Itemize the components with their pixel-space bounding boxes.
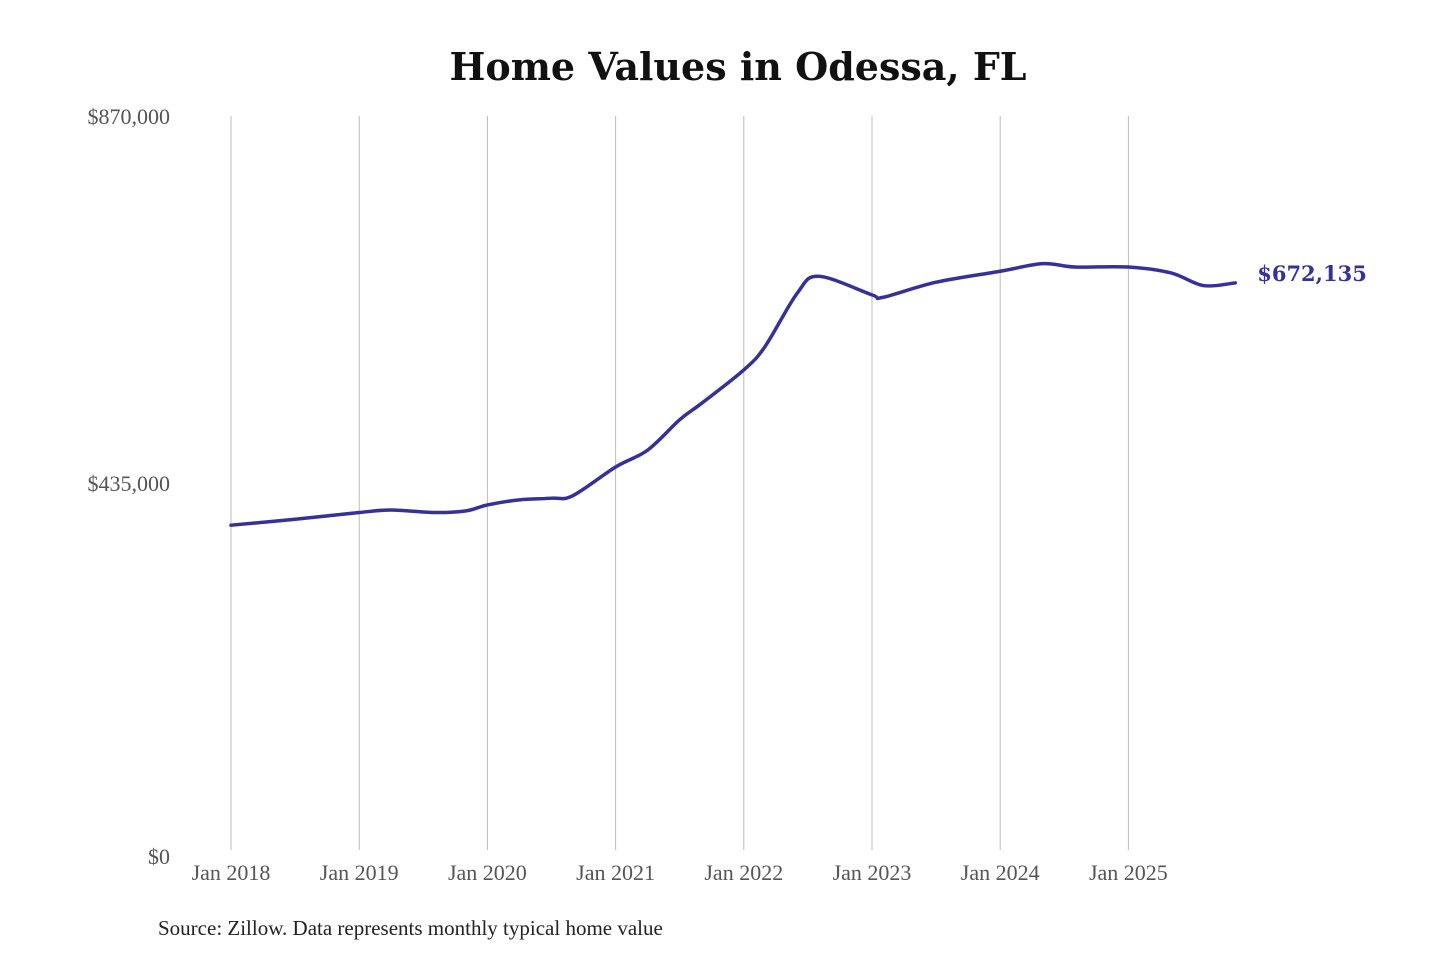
x-tick-label: Jan 2022 (704, 860, 783, 885)
x-tick-label: Jan 2023 (833, 860, 912, 885)
x-tick-label: Jan 2021 (576, 860, 655, 885)
x-tick-label: Jan 2025 (1089, 860, 1168, 885)
end-value-label: $672,135 (1257, 261, 1367, 286)
x-tick-label: Jan 2018 (192, 860, 271, 885)
x-tick-label: Jan 2019 (320, 860, 399, 885)
x-tick-label: Jan 2020 (448, 860, 527, 885)
series-line (229, 261, 1237, 527)
source-note: Source: Zillow. Data represents monthly … (158, 916, 663, 940)
chart-title: Home Values in Odessa, FL (449, 44, 1027, 89)
y-tick-label: $870,000 (88, 104, 171, 129)
y-tick-label: $0 (148, 844, 170, 869)
x-tick-label: Jan 2024 (961, 860, 1040, 885)
y-tick-label: $435,000 (88, 471, 171, 496)
